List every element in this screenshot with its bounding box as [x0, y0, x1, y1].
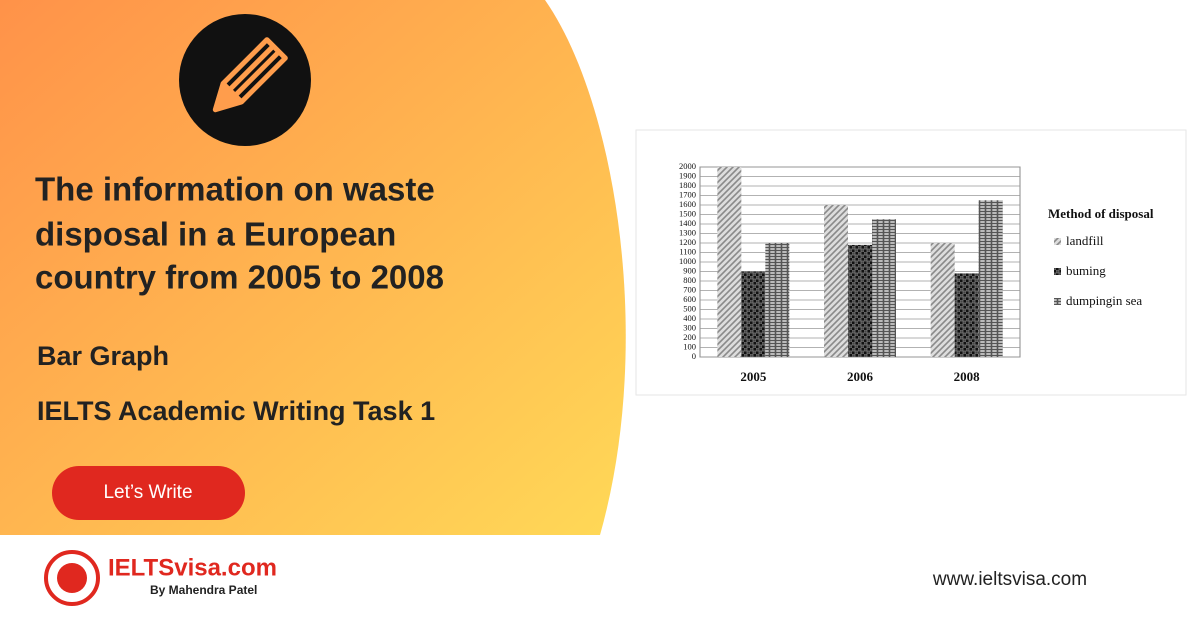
bar — [872, 219, 896, 357]
bar — [930, 243, 955, 357]
subtitle: Bar Graph — [37, 341, 169, 371]
bar — [765, 243, 790, 357]
x-tick-label: 2005 — [740, 369, 767, 384]
website: www.ieltsvisa.com — [932, 569, 1087, 590]
byline: By Mahendra Patel — [150, 583, 257, 597]
bar — [824, 205, 848, 357]
y-tick-label: 100 — [683, 341, 696, 351]
pencil-icon — [179, 14, 311, 146]
x-tick-label: 2008 — [954, 369, 981, 384]
bar — [978, 200, 1003, 357]
y-tick-label: 700 — [683, 284, 696, 294]
brand: IELTSvisa.com — [108, 554, 277, 581]
y-tick-label: 1400 — [679, 218, 696, 228]
bar — [954, 273, 979, 357]
legend-swatch — [1054, 298, 1061, 305]
y-tick-label: 1000 — [679, 256, 696, 266]
x-tick-label: 2006 — [847, 369, 874, 384]
logo: IELTSvisa.com By Mahendra Patel — [44, 550, 277, 606]
legend-label: landfill — [1066, 233, 1104, 248]
y-tick-label: 900 — [683, 265, 696, 275]
legend-label: dumpingin sea — [1066, 293, 1142, 308]
legend-label: buming — [1066, 263, 1106, 278]
bar — [717, 167, 742, 357]
y-tick-label: 300 — [683, 322, 696, 332]
legend-title: Method of disposal — [1048, 206, 1154, 221]
y-tick-label: 500 — [683, 303, 696, 313]
legend-swatch — [1054, 268, 1061, 275]
write-button[interactable]: Let’s Write — [52, 466, 245, 520]
title-line: disposal in a European — [35, 216, 396, 253]
y-tick-label: 1700 — [679, 189, 696, 199]
background-shape — [0, 0, 626, 535]
y-tick-label: 1900 — [679, 170, 696, 180]
y-tick-label: 2000 — [679, 161, 696, 171]
button-bg[interactable] — [52, 466, 245, 520]
y-tick-label: 200 — [683, 332, 696, 342]
y-tick-label: 800 — [683, 275, 696, 285]
y-tick-label: 600 — [683, 294, 696, 304]
y-tick-label: 400 — [683, 313, 696, 323]
y-tick-label: 1600 — [679, 199, 696, 209]
y-tick-label: 1300 — [679, 227, 696, 237]
bar — [741, 271, 766, 357]
legend-swatch — [1054, 238, 1061, 245]
title-line: country from 2005 to 2008 — [35, 259, 444, 296]
y-tick-label: 1200 — [679, 237, 696, 247]
y-tick-label: 1500 — [679, 208, 696, 218]
y-tick-label: 0 — [692, 351, 696, 361]
title-line: The information on waste — [35, 171, 435, 208]
button-label[interactable]: Let’s Write — [103, 482, 192, 503]
task-label: IELTS Academic Writing Task 1 — [37, 396, 435, 426]
y-tick-label: 1800 — [679, 180, 696, 190]
y-tick-label: 1100 — [679, 246, 696, 256]
bar — [848, 244, 872, 357]
